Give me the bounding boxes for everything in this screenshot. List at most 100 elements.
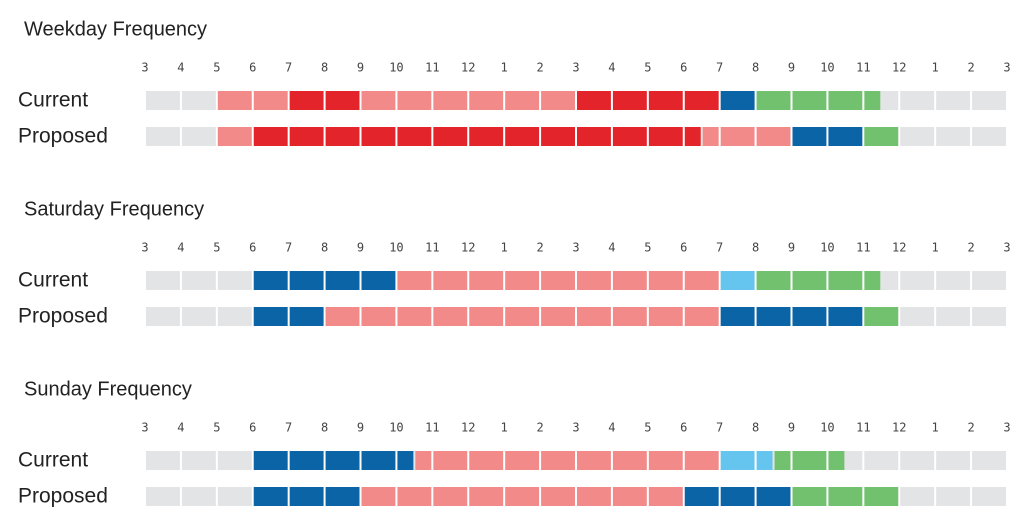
empty-cell [936, 91, 971, 110]
x-tick-label: 11 [425, 421, 439, 435]
hour-divider [646, 307, 649, 326]
hour-divider [862, 271, 865, 290]
hour-divider [682, 307, 685, 326]
hour-divider [575, 451, 577, 470]
x-tick-label: 3 [572, 241, 579, 255]
empty-cell [972, 271, 1006, 290]
service-segment [720, 271, 755, 290]
hour-divider [610, 451, 613, 470]
hour-divider [503, 307, 506, 326]
x-tick-label: 7 [285, 241, 292, 255]
x-tick-label: 8 [321, 241, 328, 255]
hour-divider [790, 271, 793, 290]
service-segment [361, 487, 683, 506]
hour-divider [539, 91, 542, 110]
x-tick-label: 4 [177, 421, 184, 435]
x-tick-label: 5 [644, 241, 651, 255]
hour-divider [646, 451, 649, 470]
x-tick-label: 1 [932, 421, 939, 435]
empty-cell [181, 127, 216, 146]
hour-divider [754, 451, 757, 470]
hour-divider [862, 91, 865, 110]
empty-cell [181, 271, 216, 290]
row-label: Current [18, 269, 88, 292]
x-tick-label: 4 [608, 421, 615, 435]
hour-divider [575, 271, 577, 290]
x-tick-label: 1 [501, 421, 508, 435]
x-tick-label: 9 [357, 241, 364, 255]
x-tick-label: 3 [572, 421, 579, 435]
hour-divider [646, 487, 649, 506]
x-tick-label: 6 [680, 421, 687, 435]
x-tick-label: 4 [608, 61, 615, 75]
hour-divider [287, 451, 290, 470]
x-tick-label: 10 [820, 241, 834, 255]
hour-divider [467, 127, 470, 146]
x-tick-label: 7 [716, 421, 723, 435]
hour-divider [323, 91, 326, 110]
x-tick-label: 11 [425, 61, 439, 75]
x-tick-label: 2 [536, 421, 543, 435]
empty-cell [217, 451, 252, 470]
hour-divider [826, 91, 829, 110]
x-tick-label: 2 [967, 421, 974, 435]
x-tick-label: 11 [856, 241, 870, 255]
hour-divider [718, 487, 721, 506]
empty-cell [972, 91, 1006, 110]
empty-cell [972, 307, 1006, 326]
hour-divider [646, 91, 649, 110]
hour-divider [287, 271, 290, 290]
hour-divider [287, 487, 290, 506]
x-tick-label: 10 [389, 421, 403, 435]
empty-cell [181, 487, 216, 506]
hour-divider [610, 487, 613, 506]
empty-cell [900, 91, 935, 110]
service-segment [702, 127, 791, 146]
x-tick-label: 12 [892, 241, 906, 255]
service-segment [253, 451, 414, 470]
service-segment [774, 451, 845, 470]
service-segment [325, 307, 719, 326]
empty-cell [900, 487, 935, 506]
hour-divider [431, 127, 434, 146]
x-tick-label: 10 [820, 61, 834, 75]
x-tick-label: 1 [932, 61, 939, 75]
hour-divider [395, 451, 398, 470]
hour-divider [539, 127, 542, 146]
hour-divider [682, 271, 685, 290]
x-tick-label: 5 [644, 421, 651, 435]
section-title: Sunday Frequency [24, 378, 192, 400]
hour-divider [359, 271, 362, 290]
hour-divider [467, 451, 470, 470]
service-segment [864, 127, 899, 146]
empty-cell [181, 91, 216, 110]
hour-divider [718, 127, 721, 146]
x-tick-label: 4 [177, 61, 184, 75]
hour-divider [575, 127, 577, 146]
x-tick-label: 11 [856, 421, 870, 435]
hour-divider [682, 451, 685, 470]
hour-divider [287, 307, 290, 326]
hour-divider [431, 451, 434, 470]
hour-divider [682, 127, 685, 146]
x-tick-label: 8 [321, 421, 328, 435]
x-tick-label: 8 [752, 61, 759, 75]
x-tick-label: 3 [141, 241, 148, 255]
service-segment [756, 271, 881, 290]
row-label: Proposed [18, 305, 108, 328]
x-tick-label: 12 [892, 61, 906, 75]
x-tick-label: 5 [213, 421, 220, 435]
hour-divider [467, 307, 470, 326]
x-tick-label: 5 [213, 61, 220, 75]
x-tick-label: 12 [461, 61, 475, 75]
x-tick-label: 7 [285, 421, 292, 435]
hour-divider [395, 127, 398, 146]
section-title: Saturday Frequency [24, 198, 204, 220]
hour-divider [754, 307, 757, 326]
service-segment [217, 127, 252, 146]
empty-cell [936, 127, 971, 146]
x-tick-label: 7 [285, 61, 292, 75]
empty-cell [146, 271, 180, 290]
hour-divider [395, 307, 398, 326]
hour-divider [539, 271, 542, 290]
